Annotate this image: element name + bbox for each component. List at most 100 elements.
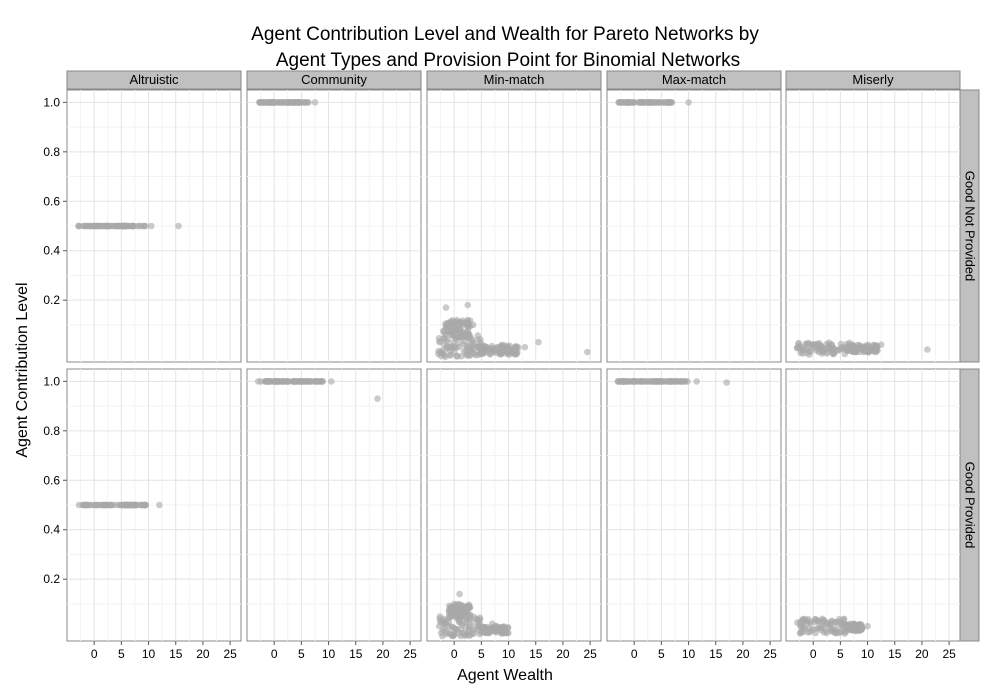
panel-min-match-good-provided — [426, 368, 602, 642]
data-point — [464, 605, 472, 613]
data-point — [877, 341, 885, 349]
y-axis-title: Agent Contribution Level — [14, 282, 31, 457]
data-point — [834, 618, 841, 626]
data-point — [460, 332, 468, 340]
column-strip-min-match: Min-match — [426, 70, 602, 90]
data-point — [129, 501, 137, 509]
x-tick-label: 10 — [682, 647, 696, 661]
panel-community-good-not-provided — [246, 89, 422, 363]
panels-layer: Altruistic Community Min-match Max-match Mis… — [43, 70, 980, 661]
data-point — [281, 99, 289, 106]
data-point — [123, 501, 131, 509]
data-point — [820, 617, 828, 624]
data-point — [83, 222, 91, 230]
data-point — [442, 304, 450, 311]
data-point — [451, 327, 459, 335]
data-point — [459, 317, 466, 325]
x-tick-label: 20 — [915, 647, 929, 661]
data-point — [297, 378, 305, 385]
data-point — [840, 615, 848, 623]
data-points — [254, 378, 381, 403]
x-tick-label: 15 — [349, 647, 363, 661]
data-point — [120, 222, 128, 230]
data-point — [464, 301, 472, 309]
x-tick-label: 0 — [451, 647, 458, 661]
data-point — [259, 99, 267, 106]
data-point — [651, 378, 659, 385]
data-point — [296, 99, 303, 106]
x-tick-label: 5 — [478, 647, 485, 661]
data-point — [643, 99, 650, 106]
data-point — [374, 395, 381, 403]
data-point — [91, 222, 98, 230]
column-strip-label: Community — [301, 72, 367, 87]
data-point — [506, 342, 513, 350]
data-point — [474, 332, 482, 339]
panel-min-match-good-not-provided — [426, 89, 602, 363]
data-point — [316, 378, 323, 385]
data-point — [654, 99, 661, 106]
data-point — [141, 501, 149, 509]
column-strip-community: Community — [246, 70, 422, 90]
data-point — [837, 340, 845, 348]
data-point — [648, 99, 655, 106]
y-tick-label: 0.8 — [43, 424, 60, 438]
column-strip-bg — [246, 70, 422, 90]
chart-title-line-2: Agent Types and Provision Point for Bino… — [276, 50, 740, 71]
x-tick-label: 0 — [810, 647, 817, 661]
data-point — [442, 324, 450, 332]
data-point — [803, 345, 810, 353]
x-tick-label: 5 — [118, 647, 125, 661]
x-tick-label: 25 — [942, 647, 956, 661]
row-strip-good-not-provided: Good Not Provided — [959, 89, 980, 363]
data-point — [535, 338, 542, 346]
data-points — [435, 301, 591, 361]
data-point — [156, 501, 163, 509]
data-points — [75, 222, 182, 230]
data-point — [457, 625, 465, 633]
panel-max-match-good-provided — [606, 368, 782, 642]
data-point — [456, 590, 463, 598]
data-point — [485, 627, 492, 634]
x-tick-label: 15 — [888, 647, 902, 661]
x-tick-label: 25 — [583, 647, 597, 661]
data-point — [441, 353, 449, 361]
data-point — [810, 626, 818, 633]
x-tick-label: 10 — [502, 647, 516, 661]
data-point — [482, 343, 489, 351]
data-points — [794, 615, 871, 637]
data-point — [82, 501, 89, 509]
data-point — [148, 222, 155, 230]
y-tick-label: 0.4 — [43, 523, 60, 537]
data-point — [460, 348, 468, 355]
y-tick-label: 1.0 — [43, 95, 60, 109]
column-strip-miserly: Miserly — [785, 70, 961, 90]
x-tick-label: 0 — [631, 647, 638, 661]
data-point — [437, 348, 444, 356]
y-tick-label: 1.0 — [43, 374, 60, 388]
column-strip-bg — [426, 70, 602, 90]
data-point — [496, 349, 503, 356]
data-point — [866, 344, 873, 352]
x-tick-label: 0 — [91, 647, 98, 661]
data-point — [858, 345, 865, 352]
column-strip-bg — [66, 70, 242, 90]
data-point — [311, 378, 319, 385]
chart-title-line-1: Agent Contribution Level and Wealth for … — [251, 24, 759, 45]
data-point — [107, 501, 114, 509]
data-point — [75, 501, 83, 509]
data-point — [466, 612, 474, 619]
data-points — [793, 339, 931, 358]
panel-altruistic-good-provided — [66, 368, 242, 642]
data-point — [466, 338, 474, 346]
data-point — [304, 99, 312, 106]
data-point — [504, 348, 511, 356]
column-strip-max-match: Max-match — [606, 70, 782, 90]
data-point — [484, 348, 492, 355]
x-tick-label: 10 — [861, 647, 875, 661]
x-tick-label: 25 — [223, 647, 237, 661]
data-point — [311, 99, 319, 106]
data-point — [817, 624, 825, 632]
row-strip-label: Good Provided — [963, 462, 978, 549]
x-tick-label: 10 — [322, 647, 336, 661]
